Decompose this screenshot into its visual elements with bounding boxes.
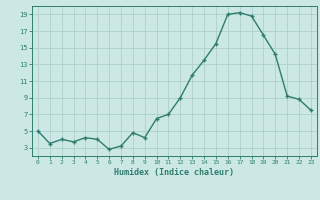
- X-axis label: Humidex (Indice chaleur): Humidex (Indice chaleur): [115, 168, 234, 177]
